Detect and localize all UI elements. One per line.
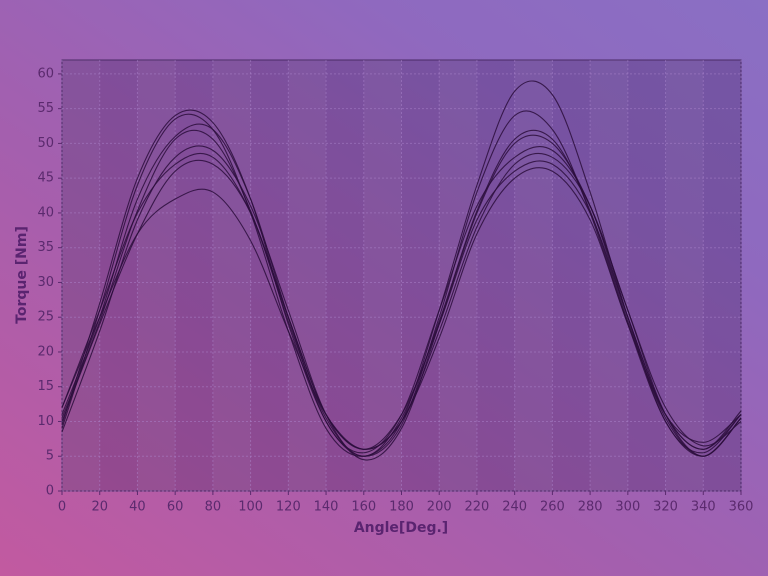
x-tick-label: 200 bbox=[427, 500, 452, 515]
x-tick-label: 300 bbox=[615, 500, 640, 515]
stripe bbox=[514, 60, 553, 491]
plot-area bbox=[61, 59, 742, 492]
x-tick-label: 320 bbox=[653, 500, 678, 515]
x-tick-label: 120 bbox=[276, 500, 301, 515]
y-tick-label: 30 bbox=[37, 275, 54, 290]
x-tick-label: 80 bbox=[205, 500, 222, 515]
y-tick-label: 0 bbox=[46, 484, 54, 499]
x-tick-label: 60 bbox=[167, 500, 184, 515]
stripe bbox=[288, 60, 327, 491]
y-tick-label: 50 bbox=[37, 136, 54, 151]
x-tick-label: 100 bbox=[238, 500, 263, 515]
stripe bbox=[665, 60, 704, 491]
x-tick-label: 140 bbox=[314, 500, 339, 515]
x-tick-label: 160 bbox=[351, 500, 376, 515]
y-axis-label: Torque [Nm] bbox=[14, 226, 30, 324]
stripes bbox=[62, 60, 704, 491]
stripe bbox=[590, 60, 628, 491]
y-tick-label: 45 bbox=[37, 171, 54, 186]
y-tick-label: 55 bbox=[37, 101, 54, 116]
x-tick-label: 180 bbox=[389, 500, 414, 515]
x-axis-label: Angle[Deg.] bbox=[354, 520, 448, 536]
series-line bbox=[61, 152, 742, 450]
x-tick-label: 240 bbox=[502, 500, 527, 515]
stripe bbox=[439, 60, 477, 491]
y-tick-label: 40 bbox=[37, 205, 54, 220]
y-tick-label: 15 bbox=[37, 379, 54, 394]
y-tick-label: 35 bbox=[37, 240, 54, 255]
stripe bbox=[137, 60, 176, 491]
x-tick-label: 20 bbox=[91, 500, 108, 515]
x-tick-label: 340 bbox=[691, 500, 716, 515]
x-tick-label: 0 bbox=[58, 500, 66, 515]
x-tick-label: 260 bbox=[540, 500, 565, 515]
y-tick-label: 20 bbox=[37, 344, 54, 359]
x-tick-label: 360 bbox=[729, 500, 754, 515]
y-tick-label: 25 bbox=[37, 310, 54, 325]
stripe bbox=[62, 60, 100, 491]
x-tick-label: 220 bbox=[465, 500, 490, 515]
x-tick-label: 280 bbox=[578, 500, 603, 515]
y-tick-label: 10 bbox=[37, 414, 54, 429]
series-line bbox=[61, 152, 742, 450]
series-line bbox=[61, 129, 742, 457]
y-tick-label: 5 bbox=[46, 449, 54, 464]
stripe bbox=[363, 60, 402, 491]
series-line bbox=[61, 109, 742, 457]
y-tick-label: 60 bbox=[37, 66, 54, 81]
x-tick-label: 40 bbox=[129, 500, 146, 515]
stripe bbox=[212, 60, 251, 491]
